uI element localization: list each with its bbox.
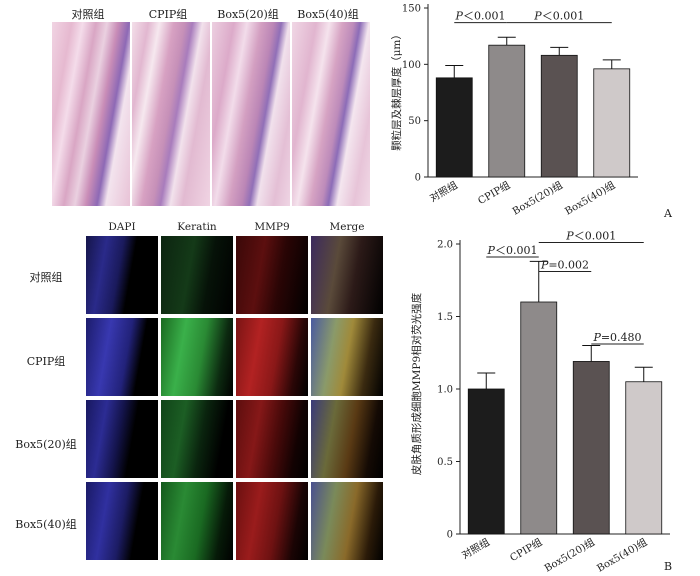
- chart-a-ytick-label: 0: [415, 173, 421, 184]
- chart-a-bar: [540, 54, 578, 178]
- chart-b-sig-label: P＜0.001: [487, 244, 538, 257]
- chart-b-bar: [572, 361, 610, 535]
- chart-b-category-label: Box5(40)组: [594, 535, 649, 574]
- fl-cell-cpip-merge: [311, 318, 383, 396]
- chart-b-ylabel: 皮肤角质形成细胞MMP9相对荧光强度: [410, 292, 423, 475]
- he-label-cpip: CPIP组: [148, 8, 188, 21]
- chart-b: 皮肤角质形成细胞MMP9相对荧光强度 0 0.5 1.0 1.5 2.0 对照组 CPIP组…: [410, 230, 670, 575]
- chart-a-ytick-label: 150: [402, 4, 421, 15]
- fl-cell-box5-40-keratin: [161, 482, 233, 560]
- chart-a-category-label: 对照组: [427, 178, 459, 204]
- chart-b-ytick-label: 1.0: [437, 385, 453, 396]
- chart-a-bar: [435, 77, 473, 178]
- panel-letter-a: A: [664, 207, 672, 220]
- fl-cell-control-keratin: [161, 236, 233, 314]
- fl-cell-box5-40-mmp9: [236, 482, 308, 560]
- fl-cell-cpip-mmp9: [236, 318, 308, 396]
- fl-cell-cpip-keratin: [161, 318, 233, 396]
- chart-b-category-label: Box5(20)组: [542, 535, 597, 574]
- chart-b-category-label: 对照组: [459, 535, 491, 561]
- fl-col-mmp9: MMP9: [254, 221, 290, 233]
- fl-cell-control-merge: [311, 236, 383, 314]
- chart-b-ytick-label: 2.0: [437, 240, 453, 251]
- chart-b-bar: [625, 381, 663, 535]
- chart-b-bar: [467, 388, 505, 535]
- panel-letter-b: B: [664, 560, 673, 573]
- he-image-box5-40: [292, 22, 370, 206]
- he-label-control: 对照组: [71, 8, 105, 21]
- fl-cell-box5-20-mmp9: [236, 400, 308, 478]
- chart-a-bar: [593, 68, 631, 178]
- fl-cell-box5-40-merge: [311, 482, 383, 560]
- chart-b-sig-label: P＜0.001: [565, 230, 616, 243]
- fl-cell-box5-20-merge: [311, 400, 383, 478]
- chart-b-bar: [520, 301, 558, 535]
- he-image-control: [52, 22, 130, 206]
- fl-row-cpip: CPIP组: [26, 355, 66, 368]
- fl-cell-control-mmp9: [236, 236, 308, 314]
- chart-a-sig-label: P＜0.001: [533, 10, 584, 23]
- he-label-box5-40: Box5(40)组: [297, 8, 359, 21]
- fl-cell-box5-20-keratin: [161, 400, 233, 478]
- chart-b-category-label: CPIP组: [507, 535, 544, 564]
- he-label-box5-20: Box5(20)组: [217, 8, 279, 21]
- fl-cell-box5-20-dapi: [86, 400, 158, 478]
- fl-row-box5-20: Box5(20)组: [15, 438, 77, 451]
- fl-col-keratin: Keratin: [177, 221, 217, 233]
- chart-b-ytick-label: 0.5: [437, 457, 453, 468]
- he-image-cpip: [132, 22, 210, 206]
- chart-a-ytick-label: 100: [402, 60, 421, 71]
- chart-a-category-label: Box5(20)组: [510, 178, 565, 217]
- chart-b-ytick-label: 1.5: [437, 312, 453, 323]
- fl-row-control: 对照组: [29, 271, 63, 284]
- chart-a-category-label: Box5(40)组: [562, 178, 617, 217]
- chart-b-sig-label: P=0.002: [540, 259, 589, 272]
- fl-row-box5-40: Box5(40)组: [15, 518, 77, 531]
- fl-col-dapi: DAPI: [108, 221, 136, 233]
- chart-b-ytick-label: 0: [447, 530, 453, 541]
- chart-a-category-label: CPIP组: [475, 178, 512, 207]
- chart-a-bar: [488, 44, 526, 178]
- chart-b-sig-label: P=0.480: [592, 331, 641, 344]
- fl-cell-control-dapi: [86, 236, 158, 314]
- fl-col-merge: Merge: [329, 221, 365, 233]
- fl-cell-cpip-dapi: [86, 318, 158, 396]
- chart-a: 颗粒层及棘层厚度（μm） 0 50 100 150 对照组 CPIP组Box5(20)组B…: [390, 4, 638, 218]
- chart-a-ytick-label: 50: [408, 116, 421, 127]
- he-image-box5-20: [212, 22, 290, 206]
- fl-cell-box5-40-dapi: [86, 482, 158, 560]
- chart-a-ylabel: 颗粒层及棘层厚度（μm）: [390, 29, 403, 151]
- chart-a-sig-label: P＜0.001: [455, 10, 506, 23]
